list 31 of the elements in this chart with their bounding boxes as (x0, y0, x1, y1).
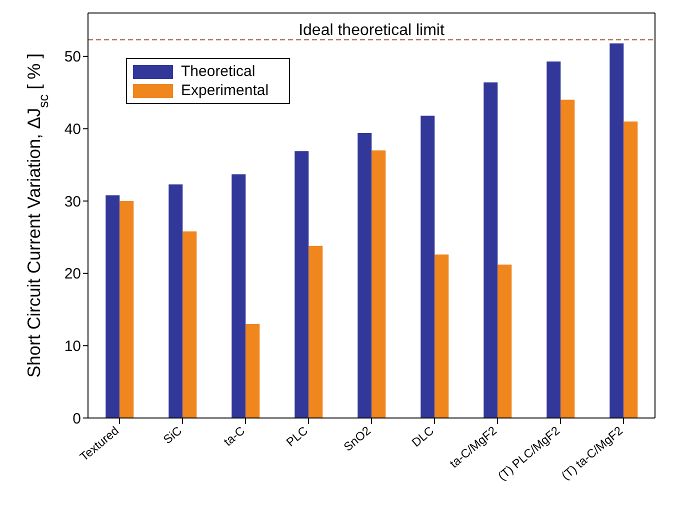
bar (560, 100, 575, 418)
bar (182, 231, 197, 418)
y-tick-label: 30 (64, 193, 81, 210)
bar (420, 116, 435, 418)
x-tick-label: PLC (284, 423, 311, 450)
x-tick-label: SiC (160, 423, 185, 447)
bar (168, 184, 183, 418)
bar (434, 254, 449, 418)
bar (106, 195, 120, 418)
x-tick-label: ta-C (221, 423, 248, 449)
bar (498, 264, 512, 418)
bar (610, 43, 624, 418)
bar (624, 121, 638, 418)
y-tick-label: 50 (64, 48, 81, 66)
y-tick-label: 20 (64, 266, 81, 283)
bar (120, 201, 134, 418)
x-tick-label: DLC (409, 423, 437, 450)
bar (484, 82, 498, 418)
y-tick-label: 10 (64, 338, 81, 356)
bar (358, 133, 372, 418)
ref-line-label: Ideal theoretical limit (298, 22, 445, 39)
bar (294, 151, 309, 418)
bar (246, 324, 260, 418)
bar (372, 150, 386, 418)
legend-label: Experimental (181, 82, 269, 99)
bar (232, 174, 246, 418)
bar (546, 61, 561, 418)
legend-label: Theoretical (181, 63, 256, 80)
y-tick-label: 40 (64, 121, 81, 138)
bar (308, 246, 323, 418)
y-tick-label: 0 (72, 410, 81, 428)
